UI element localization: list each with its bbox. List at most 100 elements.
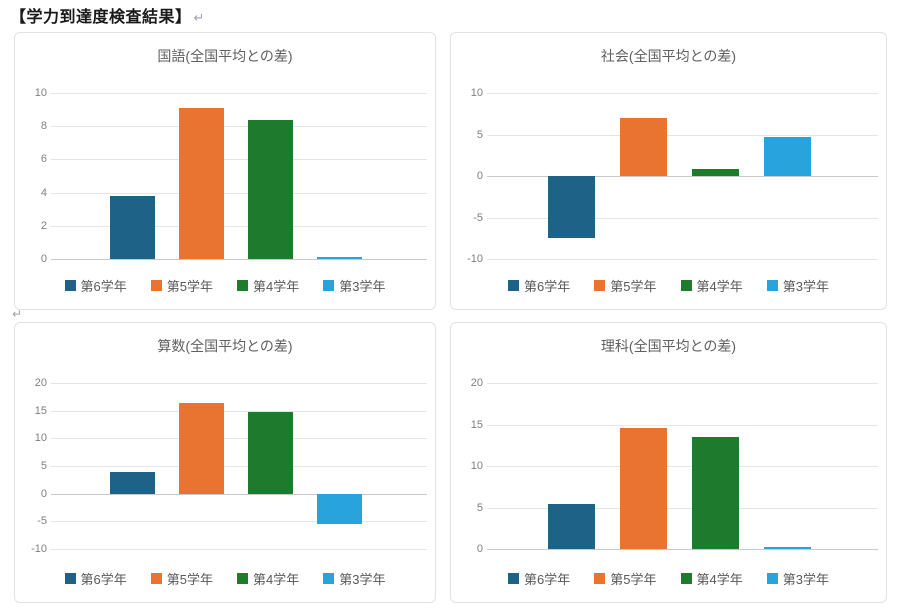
legend-label: 第6学年 — [80, 571, 127, 587]
y-tick-label: 2 — [40, 219, 47, 232]
legend-label: 第5学年 — [610, 278, 657, 294]
legend-item-grade-6: 第6学年 — [64, 569, 127, 588]
zero-gridline — [487, 549, 878, 550]
legend-item-grade-6: 第6学年 — [64, 276, 127, 295]
gridline — [51, 521, 427, 523]
chart-legend: 第6学年 第5学年 第4学年 第3学年 — [15, 276, 435, 294]
gridline — [487, 259, 878, 260]
plot-area — [487, 93, 878, 260]
y-tick-label: 0 — [476, 543, 483, 555]
chart-panel-rika[interactable]: 理科(全国平均との差) 0 5 10 15 20 第6学年 第5学年 第4学年 第3学年 — [450, 322, 887, 603]
bar-grade-6 — [547, 504, 595, 549]
chart-panel-kokugo[interactable]: 国語(全国平均との差) 0 2 4 6 8 10 第6学年 第5学年 第4学年 第3学年 — [14, 32, 436, 310]
gridline — [51, 549, 427, 550]
bar-grade-5 — [178, 107, 224, 259]
gridline — [51, 410, 427, 412]
legend-item-grade-4: 第4学年 — [237, 569, 299, 588]
gridline — [487, 466, 878, 467]
plot-area — [51, 93, 427, 260]
legend-swatch-grade-4 — [237, 572, 248, 584]
y-tick-label: 0 — [40, 253, 47, 265]
legend-swatch-grade-3 — [323, 279, 335, 291]
y-tick-label: -10 — [467, 253, 483, 265]
bar-grade-4 — [248, 119, 294, 259]
bar-grade-5 — [619, 427, 667, 549]
bar-grade-6 — [109, 195, 155, 259]
chart-legend: 第6学年 第5学年 第4学年 第3学年 — [451, 276, 886, 294]
y-tick-label: 20 — [470, 377, 483, 389]
plot-area-wrapper: -10 -5 0 5 10 15 20 — [23, 377, 427, 555]
gridline — [51, 159, 427, 161]
legend-swatch-grade-5 — [594, 572, 606, 584]
page-title: 【学力到達度検査結果】 ↵ — [10, 3, 205, 27]
bar-grade-3 — [763, 547, 811, 549]
y-axis: 0 5 10 15 20 — [459, 377, 487, 555]
y-axis: -10 -5 0 5 10 — [459, 87, 487, 265]
legend-swatch-grade-3 — [766, 572, 778, 584]
chart-panel-sansuu[interactable]: 算数(全国平均との差) -10 -5 0 5 10 15 20 第6学年 第5学年 第4学年 第3… — [14, 322, 436, 603]
legend-swatch-grade-3 — [323, 572, 335, 584]
legend-item-grade-5: 第5学年 — [150, 276, 213, 295]
y-tick-label: 0 — [40, 487, 47, 500]
legend-label: 第3学年 — [339, 571, 386, 587]
bar-grade-3 — [317, 493, 363, 524]
chart-title: 理科(全国平均との差) — [600, 338, 737, 354]
zero-gridline — [51, 493, 427, 495]
legend-item-grade-5: 第5学年 — [150, 569, 213, 588]
y-tick-label: 15 — [34, 404, 47, 417]
legend-swatch-grade-4 — [680, 279, 692, 291]
paragraph-return-icon: ↵ — [193, 10, 205, 25]
legend-swatch-grade-5 — [594, 279, 606, 291]
y-tick-label: 5 — [476, 128, 483, 141]
bar-grade-4 — [691, 169, 739, 176]
gridline — [487, 93, 878, 94]
legend-label: 第5学年 — [166, 571, 213, 587]
gridline — [51, 126, 427, 128]
legend-swatch-grade-6 — [64, 572, 76, 584]
y-tick-label: 8 — [40, 120, 47, 133]
chart-title: 国語(全国平均との差) — [157, 48, 293, 64]
legend-item-grade-6: 第6学年 — [508, 276, 570, 295]
legend-label: 第4学年 — [253, 571, 300, 587]
legend-label: 第4学年 — [696, 278, 743, 294]
gridline — [51, 438, 427, 440]
y-axis: 0 2 4 6 8 10 — [23, 87, 51, 265]
chart-legend: 第6学年 第5学年 第4学年 第3学年 — [15, 569, 435, 587]
gridline — [51, 225, 427, 227]
y-tick-label: 5 — [40, 460, 47, 472]
gridline — [51, 383, 427, 384]
legend-swatch-grade-4 — [680, 572, 692, 584]
chart-legend: 第6学年 第5学年 第4学年 第3学年 — [451, 569, 886, 587]
legend-swatch-grade-6 — [508, 572, 520, 584]
paragraph-return-icon: ↵ — [12, 307, 23, 321]
legend-swatch-grade-3 — [766, 279, 778, 291]
legend-label: 第6学年 — [80, 278, 127, 294]
y-tick-label: 10 — [34, 87, 47, 99]
chart-panel-shakai[interactable]: 社会(全国平均との差) -10 -5 0 5 10 第6学年 第5学年 第4学年 第3学年 — [450, 32, 887, 310]
plot-area-wrapper: -10 -5 0 5 10 — [459, 87, 878, 265]
gridline — [487, 383, 878, 384]
legend-label: 第6学年 — [524, 571, 571, 587]
legend-label: 第3学年 — [782, 571, 829, 587]
y-tick-label: 10 — [34, 432, 47, 445]
y-tick-label: 10 — [470, 87, 483, 99]
y-tick-label: 20 — [34, 377, 47, 389]
legend-swatch-grade-4 — [237, 279, 248, 291]
y-axis: -10 -5 0 5 10 15 20 — [23, 377, 51, 555]
bar-grade-5 — [178, 403, 224, 494]
gridline — [487, 134, 878, 136]
gridline — [51, 192, 427, 194]
legend-label: 第4学年 — [696, 571, 743, 587]
bar-grade-4 — [691, 436, 739, 549]
legend-label: 第3学年 — [339, 278, 386, 294]
legend-item-grade-4: 第4学年 — [680, 569, 743, 588]
gridline — [487, 507, 878, 509]
zero-gridline — [487, 176, 878, 177]
bar-grade-3 — [763, 136, 811, 176]
bar-grade-3 — [317, 256, 363, 259]
y-tick-label: 6 — [40, 153, 47, 166]
chart-title: 社会(全国平均との差) — [600, 48, 737, 64]
plot-area-wrapper: 0 2 4 6 8 10 — [23, 87, 427, 265]
y-tick-label: 5 — [476, 501, 483, 514]
